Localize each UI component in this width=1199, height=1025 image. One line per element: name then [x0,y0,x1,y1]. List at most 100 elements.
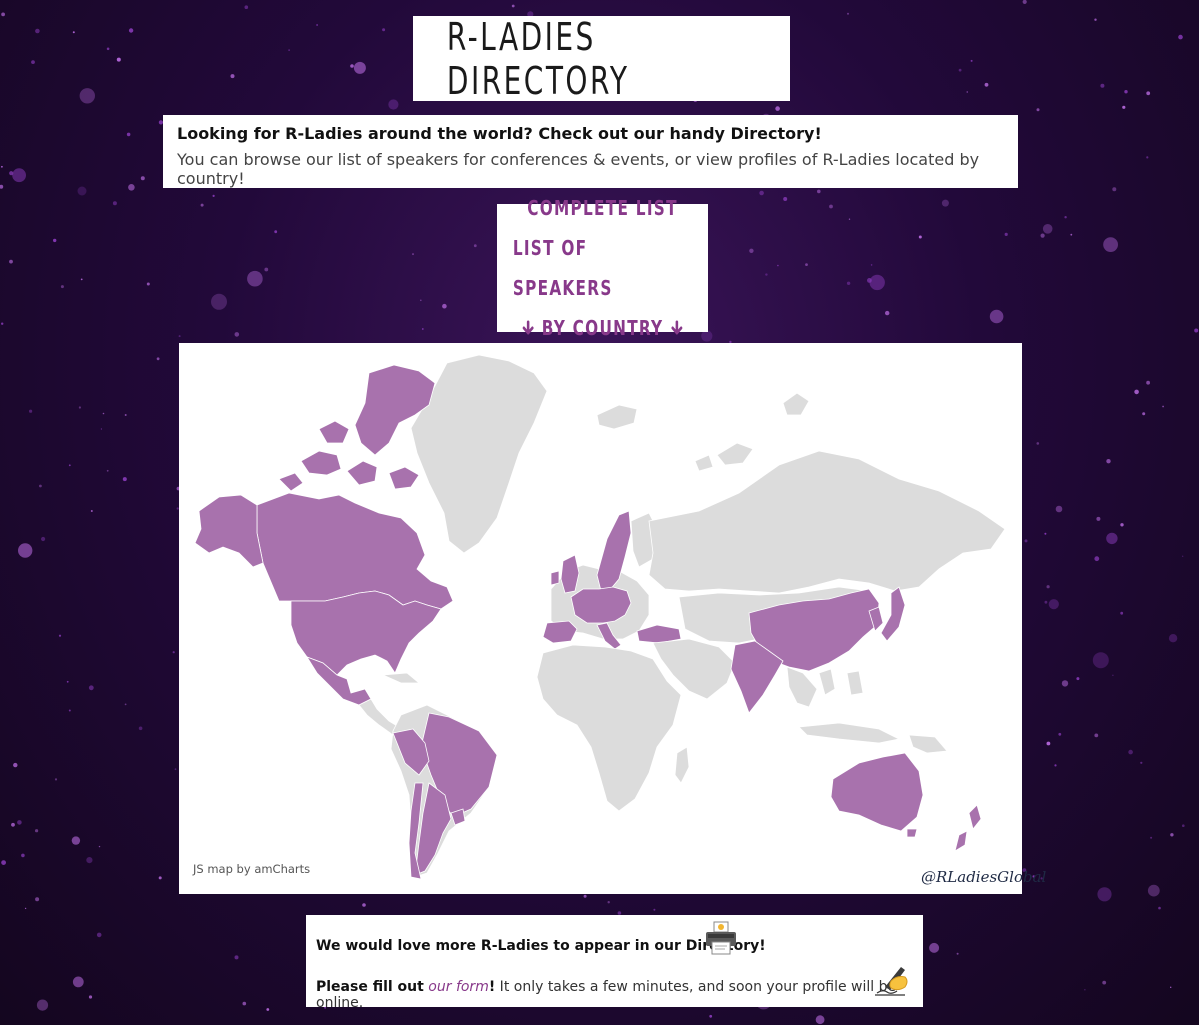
sparkle [583,894,587,898]
country-alaska[interactable] [194,494,264,568]
country-middle-east[interactable] [652,638,736,700]
sparkle [1042,224,1053,234]
country-south-korea[interactable] [868,606,884,632]
sparkle [984,82,989,87]
country-arctic-islands[interactable] [694,392,810,472]
sparkle [230,74,235,79]
by-country-link[interactable]: BY COUNTRY [514,308,690,348]
sparkle [783,197,788,201]
sparkle [1048,599,1059,610]
sparkle [86,857,93,864]
sparkle [846,281,851,285]
sparkle [817,189,821,194]
form-link[interactable]: our form [428,979,489,995]
country-new-zealand[interactable] [954,804,982,852]
country-india[interactable] [730,640,784,714]
country-madagascar[interactable] [674,746,690,784]
sparkle [1,322,4,325]
cta-line1: We would love more R-Ladies to appear in… [316,938,766,954]
cta-line2-prefix: Please fill out [316,979,424,995]
sparkle [1,860,6,865]
sparkle [102,412,105,415]
sparkle [929,942,940,953]
country-italy[interactable] [596,622,622,650]
country-australia[interactable] [830,752,924,838]
country-iceland[interactable] [596,404,638,430]
sparkle [362,903,366,907]
sparkle [709,1014,713,1018]
world-map-canvas[interactable] [179,343,1022,894]
sparkle [607,901,610,904]
sparkle [1120,523,1124,527]
sparkle [1058,732,1062,736]
sparkle [473,244,477,248]
country-argentina[interactable] [414,782,452,876]
sparkle [9,259,13,264]
sparkle [12,168,26,183]
sparkle [138,726,143,731]
country-canada[interactable] [256,492,454,610]
country-africa[interactable] [536,644,682,812]
sparkle [18,543,33,558]
sparkle [100,428,102,430]
country-spain-portugal[interactable] [542,620,578,644]
sparkle [1120,611,1124,615]
sparkle [1170,986,1172,988]
country-peru[interactable] [392,728,430,776]
sparkle [71,836,81,845]
country-russia[interactable] [648,450,1006,594]
country-canada-islands[interactable] [278,364,436,492]
directory-nav: COMPLETE LIST LIST OF SPEAKERS BY COUNTR… [497,196,708,340]
country-united-kingdom[interactable] [550,554,580,594]
sparkle [1158,906,1161,910]
country-southeast-asia[interactable] [786,666,836,708]
world-map[interactable]: JS map by amCharts @RLadiesGlobal [179,343,1046,894]
sparkle [126,132,131,137]
sparkle [72,31,75,34]
sparkle [958,68,962,72]
sparkle [13,762,18,768]
country-indonesia[interactable] [798,670,901,744]
sparkle [234,332,240,337]
sparkle [815,1015,825,1025]
writing-hand-icon [875,967,908,996]
sparkle [1170,833,1174,837]
sparkle [88,995,93,999]
sparkle [158,120,163,125]
sparkle [805,263,808,266]
country-uruguay[interactable] [450,808,466,826]
sparkle [1146,91,1151,96]
sparkle [382,28,386,32]
country-papua-new-guinea[interactable] [908,734,948,754]
country-japan[interactable] [880,586,906,642]
country-chile[interactable] [408,782,424,880]
sparkle [777,264,779,267]
sparkle [1064,216,1067,219]
sparkle [68,464,71,467]
country-greenland[interactable] [410,354,548,554]
complete-list-link[interactable]: COMPLETE LIST [527,196,678,220]
country-mexico[interactable] [306,656,372,706]
sparkle [78,406,81,409]
sparkle [266,1008,270,1011]
list-of-speakers-link[interactable]: LIST OF SPEAKERS [512,236,613,300]
sparkle [420,299,422,302]
sparkle [1162,405,1164,408]
sparkle [847,12,849,15]
sparkle [1022,868,1027,872]
country-turkey[interactable] [636,624,682,644]
sparkle [1100,83,1105,88]
sparkle [829,204,833,209]
sparkle [1178,34,1183,40]
country-western-europe[interactable] [570,586,632,624]
sparkle [1102,980,1107,985]
sparkle [116,57,121,62]
amcharts-credit[interactable]: JS map by amCharts [193,862,311,876]
sparkle [24,907,27,910]
sparkle [1044,600,1048,604]
sparkle [1054,764,1057,767]
sparkle [1194,328,1199,333]
sparkle [234,955,239,960]
sparkle [124,703,127,706]
sparkle [353,61,366,74]
